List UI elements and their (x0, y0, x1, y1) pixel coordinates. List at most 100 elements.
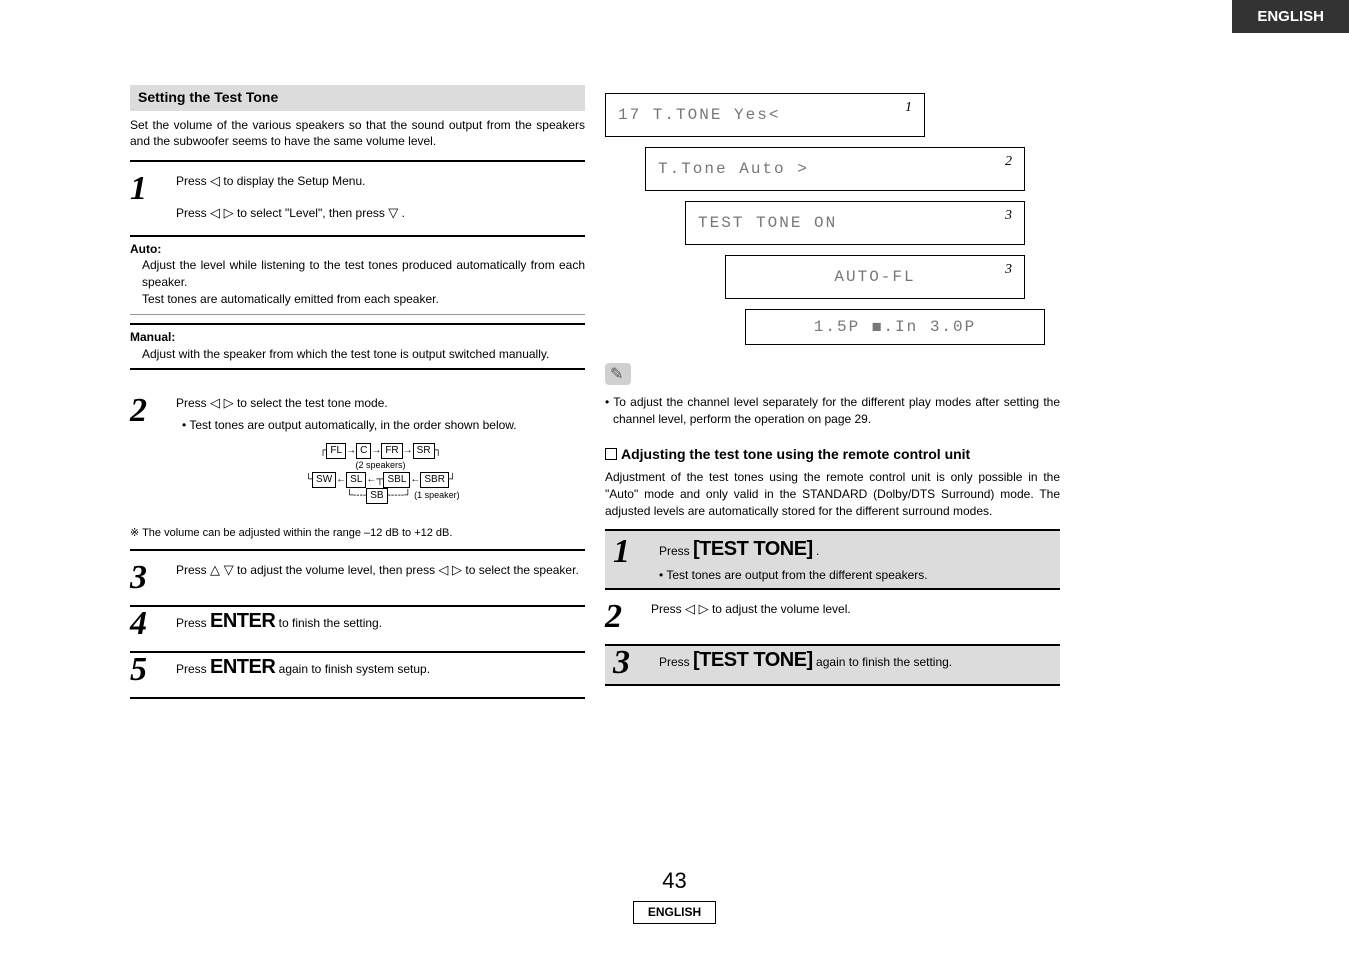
flow-node: FR (381, 443, 402, 459)
step-body: Press ◁ ▷ to select the test tone mode. … (176, 394, 585, 514)
flow-node: C (356, 443, 371, 459)
page: ENGLISH Setting the Test Tone Set the vo… (0, 0, 1349, 954)
lcd-display: 3 AUTO-FL (725, 255, 1025, 299)
leftright-icon: ◁ ▷ (438, 562, 462, 577)
checkbox-bullet-icon (605, 448, 617, 460)
lcd-text: 17 T.TONE Yes< (618, 106, 780, 124)
flow-node: SR (413, 443, 435, 459)
step2-note: • Test tones are output automatically, i… (176, 417, 585, 434)
page-number: 43 (0, 866, 1349, 897)
step-number: 3 (613, 646, 649, 680)
text: to display the Setup Menu. (223, 174, 365, 188)
lcd-mark: 3 (1005, 206, 1014, 226)
option-auto: Auto: Adjust the level while listening t… (130, 235, 585, 315)
step-number: 2 (605, 600, 641, 634)
lcd-display: 2 T.Tone Auto > (645, 147, 1025, 191)
text: The volume can be adjusted within the ra… (139, 527, 452, 539)
step-1: 1 Press ◁ to display the Setup Menu. Pre… (130, 160, 585, 226)
right-step-1: 1 Press [TEST TONE] . • Test tones are o… (605, 529, 1060, 588)
flow-node: SL (346, 472, 366, 488)
text: again to finish system setup. (279, 662, 430, 676)
text: . (402, 206, 405, 220)
range-note: ※ The volume can be adjusted within the … (130, 526, 585, 541)
subsection-heading: Adjusting the test tone using the remote… (605, 445, 1060, 465)
content-columns: Setting the Test Tone Set the volume of … (130, 85, 1239, 699)
option-text: Test tones are automatically emitted fro… (130, 291, 585, 308)
step-5: 5 Press ENTER again to finish system set… (130, 653, 585, 699)
option-label: Manual: (130, 330, 175, 344)
lcd-mark: 3 (1005, 260, 1014, 280)
text: Press (659, 655, 693, 669)
channel-level-note: • To adjust the channel level separately… (605, 394, 1060, 428)
step-number: 2 (130, 394, 166, 428)
right-column: 1 17 T.TONE Yes< 2 T.Tone Auto > 3 TEST … (605, 85, 1060, 699)
step-body: Press ◁ to display the Setup Menu. Press… (176, 172, 585, 222)
text: Press (176, 563, 210, 577)
down-icon: ▽ (388, 205, 398, 220)
step-number: 1 (613, 535, 649, 569)
heading-text: Adjusting the test tone using the remote… (621, 446, 970, 462)
flow-node: SW (312, 472, 336, 488)
lcd-display: 1.5P ◼.In 3.0P (745, 309, 1045, 345)
text: to finish the setting. (279, 616, 382, 630)
text: again to finish the setting. (816, 655, 952, 669)
step-note: • Test tones are output from the differe… (659, 567, 1052, 584)
header-language-bar: ENGLISH (1232, 0, 1349, 33)
option-text: Adjust with the speaker from which the t… (130, 346, 585, 363)
option-manual: Manual: Adjust with the speaker from whi… (130, 323, 585, 371)
updown-icon: △ ▽ (210, 562, 234, 577)
left-column: Setting the Test Tone Set the volume of … (130, 85, 585, 699)
text: to adjust the volume level. (712, 602, 851, 616)
right-step-3: 3 Press [TEST TONE] again to finish the … (605, 646, 1060, 686)
step-body: Press ENTER again to finish system setup… (176, 653, 585, 681)
text: to select "Level", then press (237, 206, 388, 220)
reference-mark-icon: ※ (130, 527, 139, 539)
option-label: Auto: (130, 242, 161, 256)
text: . (816, 544, 819, 558)
flow-node: SBR (420, 472, 449, 488)
enter-label: ENTER (210, 610, 275, 632)
page-footer: 43 ENGLISH (0, 866, 1349, 924)
step-body: Press ◁ ▷ to adjust the volume level. (651, 600, 1060, 618)
step-number: 4 (130, 607, 166, 641)
right-step-2: 2 Press ◁ ▷ to adjust the volume level. (605, 588, 1060, 646)
leftright-icon: ◁ ▷ (685, 601, 709, 616)
lcd-text: 1.5P ◼.In 3.0P (814, 318, 976, 336)
step-body: Press ENTER to finish the setting. (176, 607, 585, 635)
step-4: 4 Press ENTER to finish the setting. (130, 607, 585, 653)
lcd-text: TEST TONE ON (698, 214, 837, 232)
flow-label: (2 speakers) (301, 459, 459, 472)
step-number: 1 (130, 172, 166, 206)
leftright-icon: ◁ ▷ (210, 395, 234, 410)
flow-node: SBL (383, 472, 410, 488)
text: Press (176, 206, 210, 220)
step-body: Press [TEST TONE] again to finish the se… (659, 646, 1052, 674)
text: to select the test tone mode. (237, 396, 388, 410)
leftright-icon: ◁ ▷ (210, 205, 234, 220)
lcd-mark: 2 (1005, 152, 1014, 172)
step-body: Press △ ▽ to adjust the volume level, th… (176, 561, 585, 579)
text: Press (176, 396, 210, 410)
section-title: Setting the Test Tone (130, 85, 585, 111)
flow-node: SB (366, 488, 387, 504)
text: to adjust the volume level, then press (237, 563, 438, 577)
footer-language: ENGLISH (633, 901, 716, 924)
text: Press (176, 174, 210, 188)
intro-text: Set the volume of the various speakers s… (130, 117, 585, 151)
lcd-text: T.Tone Auto > (658, 160, 809, 178)
option-text: Adjust the level while listening to the … (130, 257, 585, 291)
step-number: 5 (130, 653, 166, 687)
text: Press (176, 616, 210, 630)
step-number: 3 (130, 561, 166, 595)
text: Press (651, 602, 685, 616)
lcd-displays: 1 17 T.TONE Yes< 2 T.Tone Auto > 3 TEST … (605, 85, 1060, 345)
text: Press (176, 662, 210, 676)
lcd-mark: 1 (905, 98, 914, 118)
lcd-display: 3 TEST TONE ON (685, 201, 1025, 245)
left-icon: ◁ (210, 173, 220, 188)
flow-label: (1 speaker) (414, 490, 460, 500)
text: to select the speaker. (465, 563, 578, 577)
flow-node: FL (326, 443, 346, 459)
lcd-display: 1 17 T.TONE Yes< (605, 93, 925, 137)
speaker-flow-diagram: ┌FL→C→FR→SR┐ (2 speakers) └SW←SL←┬SBL←SB… (176, 439, 585, 508)
